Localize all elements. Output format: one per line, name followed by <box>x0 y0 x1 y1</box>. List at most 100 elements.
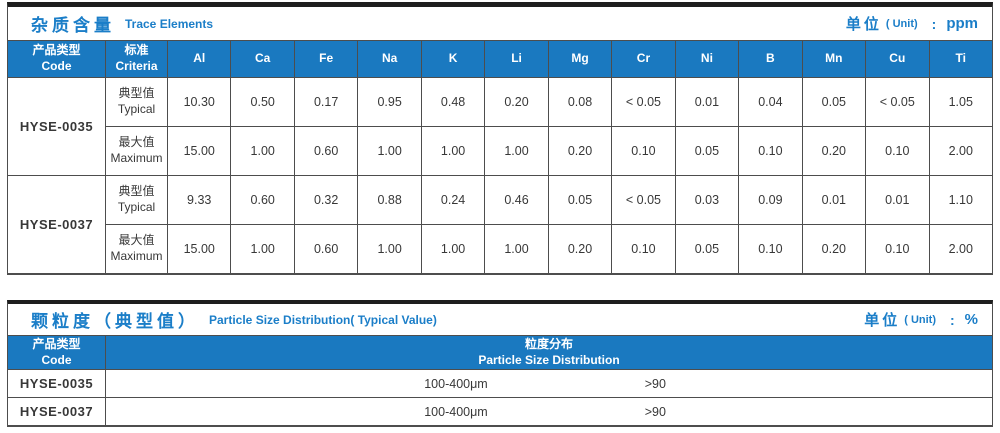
value-cell: 15.00 <box>168 127 231 175</box>
value-cell: 0.60 <box>231 176 294 224</box>
value-cell: 1.00 <box>421 127 485 175</box>
table-title-zh: 颗粒度（典型值） <box>31 312 199 331</box>
criteria-cell-maximum: 最大值 Maximum <box>106 225 167 273</box>
value-cell: 0.05 <box>675 127 739 175</box>
value-cell: 0.60 <box>294 225 358 273</box>
value-cell: 0.01 <box>675 78 739 126</box>
table-title-zh: 杂质含量 <box>31 16 115 35</box>
value-cell: 1.00 <box>485 225 548 273</box>
value-cell: 0.10 <box>866 127 929 175</box>
value-cell: 0.10 <box>739 225 802 273</box>
value-cell: 0.05 <box>675 225 739 273</box>
trace-elements-grid: 产品类型 Code 标准 Criteria Al Ca Fe Na K Li M… <box>8 40 992 273</box>
table-title-en: Particle Size Distribution( Typical Valu… <box>209 312 437 327</box>
value-cell: 0.60 <box>294 127 358 175</box>
table-title-en: Trace Elements <box>125 16 214 31</box>
value-cell: 1.10 <box>929 176 992 224</box>
unit-label: 单位 <box>845 16 882 33</box>
element-header-b: B <box>739 41 802 77</box>
unit-paren: ( Unit) <box>885 17 918 30</box>
value-cell: 1.00 <box>421 225 485 273</box>
value-cell: 0.01 <box>866 176 929 224</box>
value-cell: 0.08 <box>548 78 612 126</box>
value-cell: < 0.05 <box>866 78 929 126</box>
value-cell: 0.10 <box>612 127 675 175</box>
value-cell: 1.00 <box>485 127 548 175</box>
criteria-cell-typical: 典型值 Typical <box>106 78 167 126</box>
unit-value: % <box>964 311 978 328</box>
value-cell: 0.10 <box>866 225 929 273</box>
particle-size-grid: 产品类型 Code 粒度分布 Particle Size Distributio… <box>8 335 992 425</box>
size-distribution-cell: 100-400μm >90 <box>106 370 992 397</box>
trace-elements-titlebar: 杂质含量 Trace Elements 单位 ( Unit) : ppm <box>8 7 992 40</box>
value-cell: 0.03 <box>675 176 739 224</box>
value-cell: 1.00 <box>358 225 421 273</box>
value-cell: 1.00 <box>358 127 421 175</box>
value-cell: 0.17 <box>294 78 358 126</box>
value-cell: 0.05 <box>802 78 866 126</box>
unit-paren: ( Unit) <box>904 313 936 326</box>
header-product-code: 产品类型 Code <box>8 41 105 77</box>
size-percentage: >90 <box>644 376 666 391</box>
size-percentage: >90 <box>644 404 666 419</box>
element-header-mn: Mn <box>802 41 866 77</box>
value-cell: 0.32 <box>294 176 358 224</box>
value-cell: 0.04 <box>739 78 802 126</box>
value-cell: 0.05 <box>548 176 612 224</box>
value-cell: 0.88 <box>358 176 421 224</box>
header-criteria: 标准 Criteria <box>106 41 167 77</box>
element-header-li: Li <box>485 41 548 77</box>
value-cell: 0.09 <box>739 176 802 224</box>
criteria-cell-maximum: 最大值 Maximum <box>106 127 167 175</box>
value-cell: 2.00 <box>929 127 992 175</box>
value-cell: 1.00 <box>231 127 294 175</box>
header-product-code: 产品类型 Code <box>8 336 105 369</box>
value-cell: 0.20 <box>802 225 866 273</box>
unit-label: 单位 <box>864 312 901 329</box>
product-code-cell: HYSE-0035 <box>8 370 105 397</box>
particle-size-table: 颗粒度（典型值） Particle Size Distribution( Typ… <box>7 300 993 427</box>
value-cell: 0.20 <box>485 78 548 126</box>
size-distribution-cell: 100-400μm >90 <box>106 398 992 425</box>
element-header-na: Na <box>358 41 421 77</box>
element-header-cu: Cu <box>866 41 929 77</box>
unit-indicator: 单位 ( Unit) : ppm <box>846 13 978 34</box>
value-cell: 2.00 <box>929 225 992 273</box>
value-cell: 0.20 <box>548 127 612 175</box>
product-code-cell: HYSE-0035 <box>8 78 105 175</box>
unit-indicator: 单位 ( Unit) : % <box>864 309 978 330</box>
unit-colon: : <box>949 311 955 328</box>
element-header-cr: Cr <box>612 41 675 77</box>
value-cell: 0.24 <box>421 176 485 224</box>
value-cell: 0.20 <box>802 127 866 175</box>
criteria-cell-typical: 典型值 Typical <box>106 176 167 224</box>
unit-colon: : <box>931 15 937 32</box>
product-code-cell: HYSE-0037 <box>8 398 105 425</box>
value-cell: 0.48 <box>421 78 485 126</box>
element-header-fe: Fe <box>294 41 358 77</box>
element-header-al: Al <box>168 41 231 77</box>
size-range: 100-400μm <box>424 404 488 419</box>
size-range: 100-400μm <box>424 376 488 391</box>
unit-value: ppm <box>946 15 978 32</box>
value-cell: 0.01 <box>802 176 866 224</box>
value-cell: 0.10 <box>739 127 802 175</box>
value-cell: 1.00 <box>231 225 294 273</box>
value-cell: 1.05 <box>929 78 992 126</box>
header-size-distribution: 粒度分布 Particle Size Distribution <box>106 336 992 369</box>
value-cell: 0.46 <box>485 176 548 224</box>
element-header-mg: Mg <box>548 41 612 77</box>
element-header-ca: Ca <box>231 41 294 77</box>
particle-size-titlebar: 颗粒度（典型值） Particle Size Distribution( Typ… <box>8 304 992 335</box>
value-cell: 0.10 <box>612 225 675 273</box>
value-cell: < 0.05 <box>612 78 675 126</box>
value-cell: 0.95 <box>358 78 421 126</box>
value-cell: 0.20 <box>548 225 612 273</box>
product-code-cell: HYSE-0037 <box>8 176 105 273</box>
element-header-k: K <box>421 41 485 77</box>
element-header-ni: Ni <box>675 41 739 77</box>
value-cell: 0.50 <box>231 78 294 126</box>
value-cell: 10.30 <box>168 78 231 126</box>
value-cell: < 0.05 <box>612 176 675 224</box>
